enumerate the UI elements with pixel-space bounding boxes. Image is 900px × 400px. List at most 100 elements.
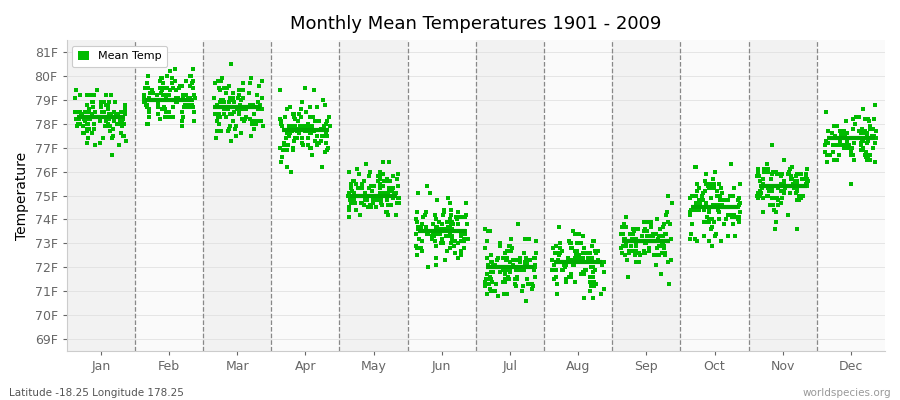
Point xyxy=(112,142,126,148)
Point xyxy=(457,238,472,244)
Point xyxy=(780,212,795,218)
Point xyxy=(77,118,92,125)
Point xyxy=(646,238,661,244)
Point xyxy=(445,233,459,239)
Point xyxy=(513,266,527,273)
Point xyxy=(276,140,291,146)
Point xyxy=(303,104,318,110)
Point xyxy=(392,195,407,201)
Point xyxy=(156,80,170,86)
Point xyxy=(444,207,458,213)
Point xyxy=(733,209,747,216)
Point xyxy=(298,85,312,91)
Point xyxy=(478,245,492,251)
Point xyxy=(838,144,852,151)
Point xyxy=(789,178,804,184)
Point xyxy=(256,78,270,84)
Point xyxy=(699,200,714,206)
Point xyxy=(141,73,156,79)
Point xyxy=(253,118,267,125)
Point xyxy=(851,114,866,120)
Point xyxy=(374,173,388,180)
Point xyxy=(428,216,443,223)
Point xyxy=(225,97,239,103)
Point xyxy=(709,202,724,208)
Point xyxy=(73,114,87,120)
Point xyxy=(855,130,869,136)
Point xyxy=(342,214,356,220)
Point xyxy=(274,159,288,165)
Point xyxy=(771,197,786,204)
Point xyxy=(374,202,389,208)
Point xyxy=(319,132,333,139)
Point xyxy=(137,94,151,101)
Point xyxy=(450,216,464,223)
Point xyxy=(355,200,369,206)
Point xyxy=(629,259,643,266)
Point xyxy=(616,242,630,249)
Point xyxy=(785,164,799,170)
Point xyxy=(358,161,373,168)
Point xyxy=(860,130,874,136)
Point xyxy=(117,121,131,127)
Point xyxy=(109,111,123,118)
Point xyxy=(177,97,192,103)
Point xyxy=(566,228,580,235)
Point xyxy=(753,190,768,196)
Point xyxy=(510,276,525,282)
Point xyxy=(480,271,494,278)
Point xyxy=(70,121,85,127)
Point xyxy=(311,140,326,146)
Point xyxy=(658,250,672,256)
Point xyxy=(644,233,659,239)
Point xyxy=(789,173,804,180)
Point xyxy=(517,266,531,273)
Point xyxy=(412,224,427,230)
Point xyxy=(142,109,157,115)
Point xyxy=(429,231,444,237)
Point xyxy=(454,238,468,244)
Point xyxy=(443,231,457,237)
Point xyxy=(733,216,747,223)
Point xyxy=(647,238,662,244)
Point xyxy=(699,171,714,177)
Point xyxy=(364,204,378,211)
Point xyxy=(656,242,670,249)
Point xyxy=(619,214,634,220)
Point xyxy=(187,92,202,98)
Point xyxy=(282,132,296,139)
Point xyxy=(854,140,868,146)
Point xyxy=(683,231,698,237)
Point xyxy=(346,200,360,206)
Point xyxy=(305,123,320,129)
Point xyxy=(482,228,497,235)
Point xyxy=(723,192,737,199)
Point xyxy=(214,78,229,84)
Point xyxy=(365,192,380,199)
Point xyxy=(249,121,264,127)
Point xyxy=(80,121,94,127)
Point xyxy=(185,78,200,84)
Point xyxy=(74,111,88,118)
Point xyxy=(316,97,330,103)
Point xyxy=(777,190,791,196)
Point xyxy=(651,235,665,242)
Point xyxy=(506,262,520,268)
Point xyxy=(752,178,767,184)
Point xyxy=(519,259,534,266)
Point xyxy=(766,168,780,175)
Point xyxy=(457,245,472,251)
Point xyxy=(635,233,650,239)
Point xyxy=(648,252,662,258)
Point xyxy=(481,262,495,268)
Point xyxy=(618,238,633,244)
Point xyxy=(373,176,387,182)
Point xyxy=(654,240,669,246)
Point xyxy=(848,121,862,127)
Point xyxy=(658,250,672,256)
Point xyxy=(838,142,852,148)
Point xyxy=(597,269,611,275)
Point xyxy=(523,264,537,270)
Point xyxy=(799,183,814,189)
Point xyxy=(321,114,336,120)
